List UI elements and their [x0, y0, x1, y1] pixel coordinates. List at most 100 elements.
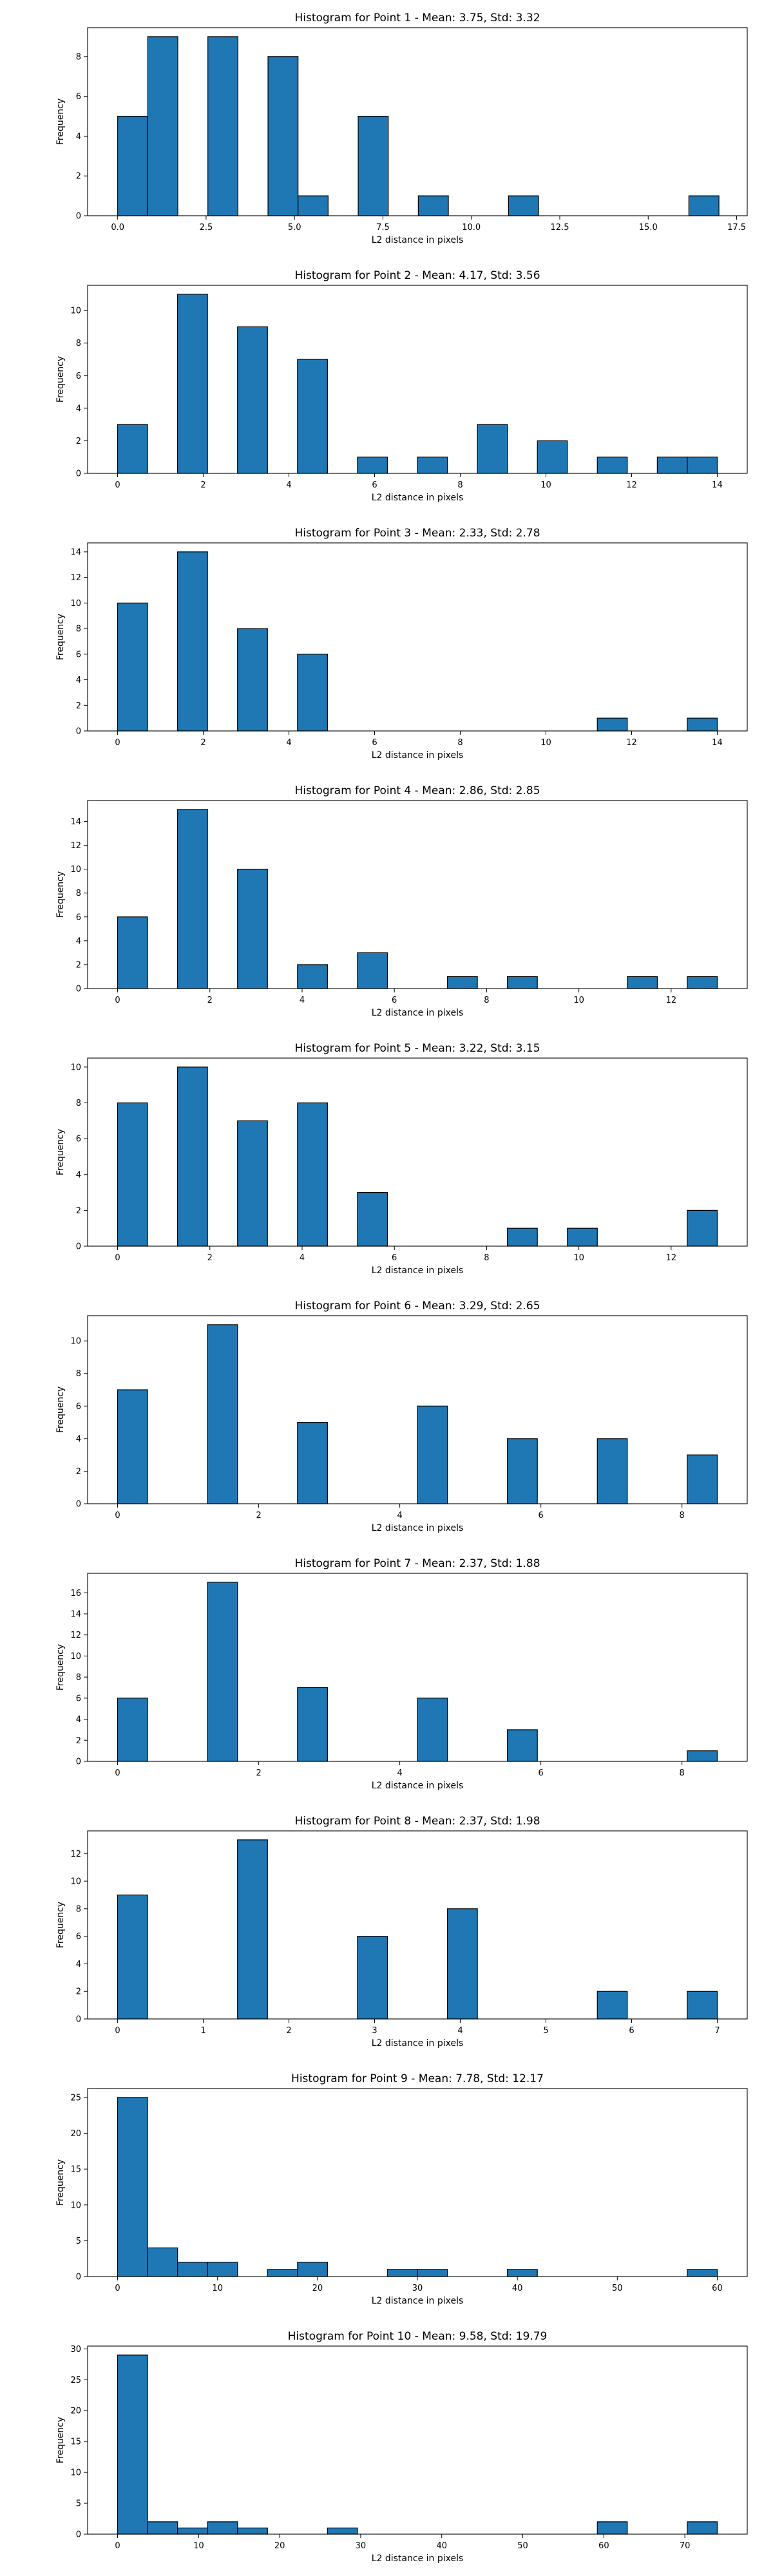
histogram-bar: [207, 1324, 238, 1504]
y-tick-label: 8: [76, 889, 81, 898]
y-tick-label: 4: [76, 132, 81, 142]
y-tick-label: 0: [76, 2015, 81, 2025]
histogram-bar: [687, 976, 718, 989]
y-tick-label: 10: [70, 307, 81, 316]
histogram-bar: [237, 869, 268, 989]
plot-frame: [87, 800, 748, 989]
histogram-bar: [267, 2269, 298, 2277]
x-tick-label: 10: [540, 480, 551, 490]
histogram-bar: [117, 2097, 148, 2277]
y-tick-label: 14: [70, 547, 81, 557]
histogram-bar: [386, 2269, 418, 2277]
y-tick-label: 0: [76, 469, 81, 479]
x-tick-label: 5.0: [288, 223, 301, 232]
histogram-bar: [417, 2269, 448, 2277]
x-tick-label: 30: [356, 2541, 367, 2551]
y-tick-label: 12: [70, 1850, 81, 1859]
x-tick-label: 8: [484, 996, 489, 1005]
x-tick-label: 6: [372, 480, 377, 490]
x-tick-label: 12: [626, 738, 637, 748]
y-tick-label: 2: [76, 701, 81, 711]
y-tick-label: 10: [70, 1652, 81, 1662]
histogram-bar: [596, 457, 628, 474]
x-tick-label: 10: [540, 738, 551, 748]
histogram-chart: Histogram for Point 6 - Mean: 3.29, Std:…: [55, 1300, 748, 1533]
histogram-bar: [237, 2527, 268, 2535]
y-tick-label: 8: [76, 339, 81, 348]
x-tick-label: 6: [539, 1511, 544, 1520]
histogram-chart: Histogram for Point 2 - Mean: 4.17, Std:…: [55, 269, 748, 503]
histogram-bar: [117, 1894, 148, 2020]
histogram-bar: [237, 326, 268, 474]
histogram-bar: [507, 1438, 538, 1504]
x-tick-label: 0: [115, 1253, 120, 1263]
histogram-bar: [687, 2521, 718, 2535]
y-tick-label: 4: [76, 1960, 81, 1969]
y-tick-label: 12: [70, 573, 81, 583]
y-tick-label: 6: [76, 913, 81, 922]
x-tick-label: 0: [115, 480, 120, 490]
x-tick-label: 8: [680, 1511, 685, 1520]
histogram-bar: [567, 1227, 598, 1247]
histogram-bar: [507, 1729, 538, 1762]
histogram-bar: [237, 1839, 268, 2020]
histogram-bar: [446, 976, 478, 989]
histogram-bar: [207, 2521, 238, 2535]
x-tick-label: 4: [286, 480, 291, 490]
x-tick-label: 20: [312, 2284, 323, 2293]
histogram-chart: Histogram for Point 3 - Mean: 2.33, Std:…: [55, 527, 748, 761]
x-axis-label: L2 distance in pixels: [372, 2553, 464, 2564]
histogram-bar: [417, 195, 449, 216]
y-tick-label: 6: [76, 92, 81, 102]
histogram-bar: [687, 1209, 718, 1247]
x-tick-label: 6: [372, 738, 377, 748]
x-tick-label: 0: [115, 2284, 120, 2293]
y-axis-label: Frequency: [55, 1129, 66, 1175]
y-tick-label: 5: [76, 2499, 81, 2509]
y-tick-label: 10: [70, 1877, 81, 1887]
y-tick-label: 8: [76, 1904, 81, 1914]
y-tick-label: 2: [76, 1987, 81, 1997]
histogram-bar: [508, 195, 539, 216]
x-axis-label: L2 distance in pixels: [372, 235, 464, 245]
x-tick-label: 8: [484, 1253, 489, 1263]
x-tick-label: 4: [286, 738, 291, 748]
y-tick-label: 4: [76, 676, 81, 685]
x-tick-label: 7.5: [376, 223, 390, 232]
y-tick-label: 6: [76, 372, 81, 381]
x-tick-label: 4: [457, 2026, 463, 2036]
y-tick-label: 0: [76, 985, 81, 994]
histogram-bar: [357, 1191, 388, 1247]
histogram-bar: [627, 976, 658, 989]
x-tick-label: 50: [517, 2541, 528, 2551]
x-axis-label: L2 distance in pixels: [372, 1523, 464, 1533]
histogram-bar: [357, 1936, 388, 2020]
x-axis-label: L2 distance in pixels: [372, 2038, 464, 2049]
x-tick-label: 6: [629, 2026, 634, 2036]
y-tick-label: 6: [76, 1135, 81, 1144]
histogram-chart: Histogram for Point 4 - Mean: 2.86, Std:…: [55, 784, 748, 1018]
x-tick-label: 15.0: [639, 223, 658, 232]
y-tick-label: 0: [76, 727, 81, 737]
y-tick-label: 10: [70, 1337, 81, 1347]
x-tick-label: 4: [397, 1511, 402, 1520]
x-tick-label: 8: [457, 480, 463, 490]
chart-title: Histogram for Point 9 - Mean: 7.78, Std:…: [291, 2072, 544, 2085]
y-tick-label: 0: [76, 2530, 81, 2540]
histogram-bar: [297, 359, 328, 474]
histogram-bar: [357, 457, 388, 474]
y-axis-label: Frequency: [55, 1644, 66, 1690]
y-tick-label: 2: [76, 172, 81, 182]
plot-frame: [87, 2088, 748, 2277]
chart-title: Histogram for Point 2 - Mean: 4.17, Std:…: [294, 269, 540, 282]
x-tick-label: 10: [193, 2541, 204, 2551]
x-tick-label: 6: [539, 1768, 544, 1778]
histogram-bar: [117, 115, 148, 216]
histogram-bar: [117, 1102, 148, 1247]
y-tick-label: 2: [76, 437, 81, 446]
y-axis-label: Frequency: [55, 1902, 66, 1948]
x-tick-label: 12.5: [551, 223, 569, 232]
histogram-bar: [507, 2269, 538, 2277]
y-tick-label: 4: [76, 1434, 81, 1444]
x-tick-label: 0: [115, 996, 120, 1005]
